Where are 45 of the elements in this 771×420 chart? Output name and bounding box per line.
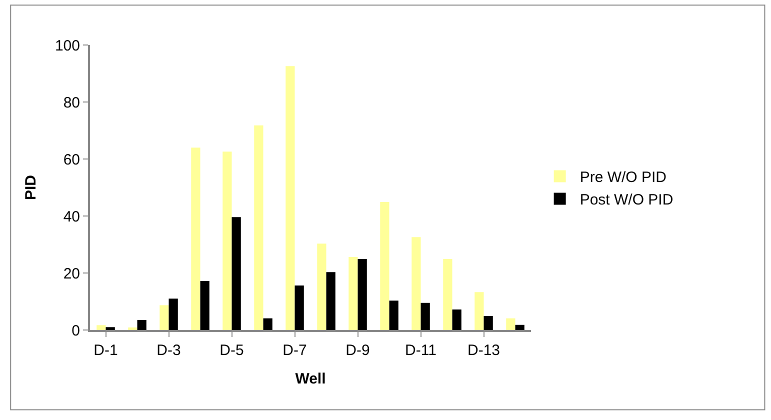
bar [286, 66, 295, 330]
x-tick-label: D-13 [467, 342, 500, 359]
bar [168, 298, 178, 330]
bar [222, 152, 232, 330]
bar [506, 318, 516, 330]
bar [389, 300, 398, 330]
bar [128, 327, 138, 330]
bar [160, 305, 169, 330]
bar [200, 280, 210, 330]
bar [348, 257, 358, 330]
bar [137, 320, 146, 330]
bar [412, 237, 421, 330]
y-tick-label: 60 [63, 151, 80, 168]
x-tick-label: D-9 [346, 342, 370, 359]
bar [515, 324, 524, 330]
bar [443, 259, 452, 330]
legend-label: Post W/O PID [580, 192, 674, 209]
bar [484, 316, 493, 330]
bar [358, 259, 367, 330]
y-tick-label: 80 [63, 94, 80, 112]
y-axis-title: PID [22, 174, 40, 200]
bar [263, 318, 272, 330]
bar [474, 292, 484, 330]
bar [96, 325, 106, 330]
y-tick-label: 0 [72, 322, 80, 340]
x-tick-label: D-7 [282, 342, 307, 359]
x-tick-label: D-1 [94, 342, 118, 359]
y-tick-label: 100 [54, 37, 80, 54]
bar [106, 327, 115, 330]
y-tick-label: 20 [63, 265, 80, 282]
y-tick-label: 40 [63, 208, 80, 226]
bar [420, 302, 430, 330]
bar [232, 217, 241, 330]
legend-label: Pre W/O PID [580, 169, 667, 186]
x-axis-title: Well [295, 370, 326, 388]
bar [254, 125, 264, 330]
bar [380, 202, 390, 330]
bar [326, 272, 336, 330]
x-tick-label: D-11 [405, 342, 436, 359]
x-tick-label: D-3 [156, 342, 181, 359]
bar [317, 244, 326, 330]
x-tick-label: D-5 [220, 342, 244, 359]
bar [294, 286, 304, 330]
bar [191, 148, 200, 330]
bar [452, 309, 462, 330]
